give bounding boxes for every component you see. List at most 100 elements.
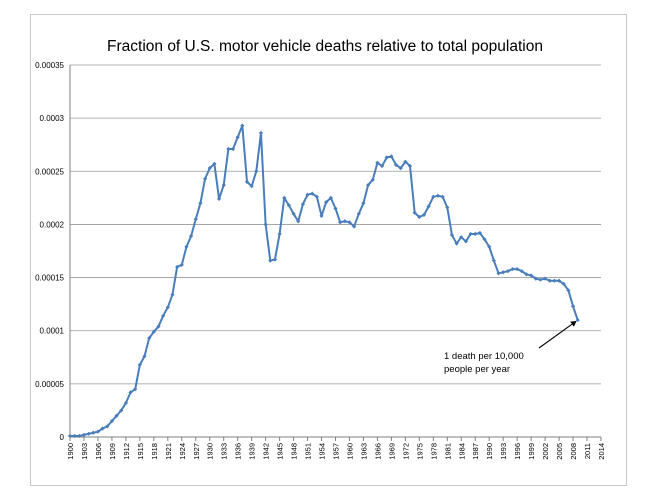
x-tick-label-1927: 1927 xyxy=(192,443,201,460)
data-point-1918 xyxy=(151,329,156,334)
x-tick-label-1966: 1966 xyxy=(373,443,382,460)
data-point-2004 xyxy=(552,278,557,283)
data-point-1946 xyxy=(282,195,287,200)
data-point-1963 xyxy=(361,201,366,206)
data-point-1947 xyxy=(286,203,292,208)
data-point-1960 xyxy=(347,220,352,225)
data-point-1971 xyxy=(398,165,403,171)
x-tick-label-1993: 1993 xyxy=(499,443,508,460)
data-point-1945 xyxy=(277,231,282,237)
annotation: 1 death per 10,000 people per year xyxy=(444,320,577,375)
data-point-1955 xyxy=(324,200,329,205)
data-point-1975 xyxy=(417,214,422,220)
x-tick-label-1915: 1915 xyxy=(136,443,145,460)
data-point-1932 xyxy=(216,196,222,202)
data-point-1904 xyxy=(86,431,91,436)
data-point-1961 xyxy=(352,224,357,229)
data-point-1954 xyxy=(319,213,324,219)
data-point-1935 xyxy=(230,146,236,152)
data-point-1907 xyxy=(100,426,105,431)
data-point-1951 xyxy=(305,192,310,197)
x-tick-label-1960: 1960 xyxy=(345,443,354,460)
annotation-line-1: 1 death per 10,000 xyxy=(444,351,524,362)
data-point-2000 xyxy=(533,276,538,281)
data-point-1952 xyxy=(310,191,315,196)
data-point-1903 xyxy=(81,432,87,437)
data-series xyxy=(67,123,580,439)
data-point-1993 xyxy=(501,270,506,275)
data-point-1927 xyxy=(193,217,198,222)
x-tick-label-1990: 1990 xyxy=(485,443,494,460)
x-tick-label-1957: 1957 xyxy=(332,443,341,460)
chart-area-border xyxy=(30,14,627,486)
data-point-1916 xyxy=(142,354,147,359)
x-tick-label-1909: 1909 xyxy=(108,443,117,460)
data-point-2005 xyxy=(556,278,562,283)
data-point-1909 xyxy=(109,418,115,424)
data-point-1910 xyxy=(114,413,119,418)
x-tick-label-2005: 2005 xyxy=(555,443,564,460)
data-point-1980 xyxy=(440,194,445,199)
data-point-1919 xyxy=(156,324,161,329)
x-tick-label-1972: 1972 xyxy=(401,443,410,460)
data-point-1982 xyxy=(449,232,455,238)
x-tick-label-1987: 1987 xyxy=(471,443,480,460)
data-point-1987 xyxy=(473,231,478,237)
data-point-1913 xyxy=(128,390,133,395)
x-tick-label-1906: 1906 xyxy=(94,443,103,460)
data-point-1939 xyxy=(249,184,254,189)
data-point-1926 xyxy=(189,234,194,239)
x-tick-label-1900: 1900 xyxy=(66,443,75,460)
data-point-1950 xyxy=(300,202,305,207)
data-point-1968 xyxy=(384,155,389,160)
data-point-1940 xyxy=(254,169,259,174)
data-point-1901 xyxy=(72,433,77,439)
data-point-1983 xyxy=(454,241,459,246)
data-point-2003 xyxy=(547,278,552,283)
data-point-1938 xyxy=(244,179,250,185)
y-tick-label-0: 0 xyxy=(60,433,65,442)
data-point-1912 xyxy=(123,400,128,406)
data-point-1966 xyxy=(375,160,380,165)
data-point-1984 xyxy=(459,235,464,240)
data-point-1992 xyxy=(496,271,501,276)
data-point-1923 xyxy=(175,264,180,270)
data-point-1991 xyxy=(491,258,496,263)
data-point-1925 xyxy=(184,244,189,249)
data-point-1902 xyxy=(77,433,82,439)
chart-title: Fraction of U.S. motor vehicle deaths re… xyxy=(107,38,543,55)
data-point-1972 xyxy=(403,159,408,164)
x-tick-label-2002: 2002 xyxy=(541,443,550,460)
x-tick-label-1948: 1948 xyxy=(290,443,299,460)
data-point-1942 xyxy=(263,222,268,227)
annotation-line-2: people per year xyxy=(444,364,510,375)
data-point-1973 xyxy=(407,163,413,169)
x-tick-label-1942: 1942 xyxy=(262,443,271,460)
x-tick-label-1969: 1969 xyxy=(387,443,396,460)
data-point-2007 xyxy=(566,288,571,293)
data-point-1921 xyxy=(165,305,170,310)
data-point-1969 xyxy=(389,154,394,159)
data-point-1948 xyxy=(291,211,296,216)
x-axis-tick-labels: 1900 1903 1906 1909 1912 1915 1918 1921 1924 1927… xyxy=(66,443,606,460)
data-point-1964 xyxy=(366,183,371,188)
y-tick-label-0.0001: 0.0001 xyxy=(40,327,65,336)
data-point-1944 xyxy=(272,257,278,262)
x-tick-label-1945: 1945 xyxy=(276,443,285,460)
x-tick-label-1978: 1978 xyxy=(429,443,438,460)
annotation-arrow xyxy=(538,323,573,349)
data-point-1928 xyxy=(198,201,203,206)
x-tick-label-2011: 2011 xyxy=(583,443,592,459)
data-point-1957 xyxy=(333,206,338,211)
x-tick-label-1930: 1930 xyxy=(206,443,215,460)
data-point-1930 xyxy=(207,165,212,171)
axes xyxy=(69,65,602,441)
x-tick-label-1954: 1954 xyxy=(318,443,327,460)
data-point-1929 xyxy=(202,176,208,181)
x-tick-label-1951: 1951 xyxy=(304,443,313,460)
x-tick-label-1963: 1963 xyxy=(359,443,368,460)
x-tick-label-2008: 2008 xyxy=(569,443,578,460)
data-point-1959 xyxy=(342,219,347,224)
data-point-1976 xyxy=(421,212,427,217)
